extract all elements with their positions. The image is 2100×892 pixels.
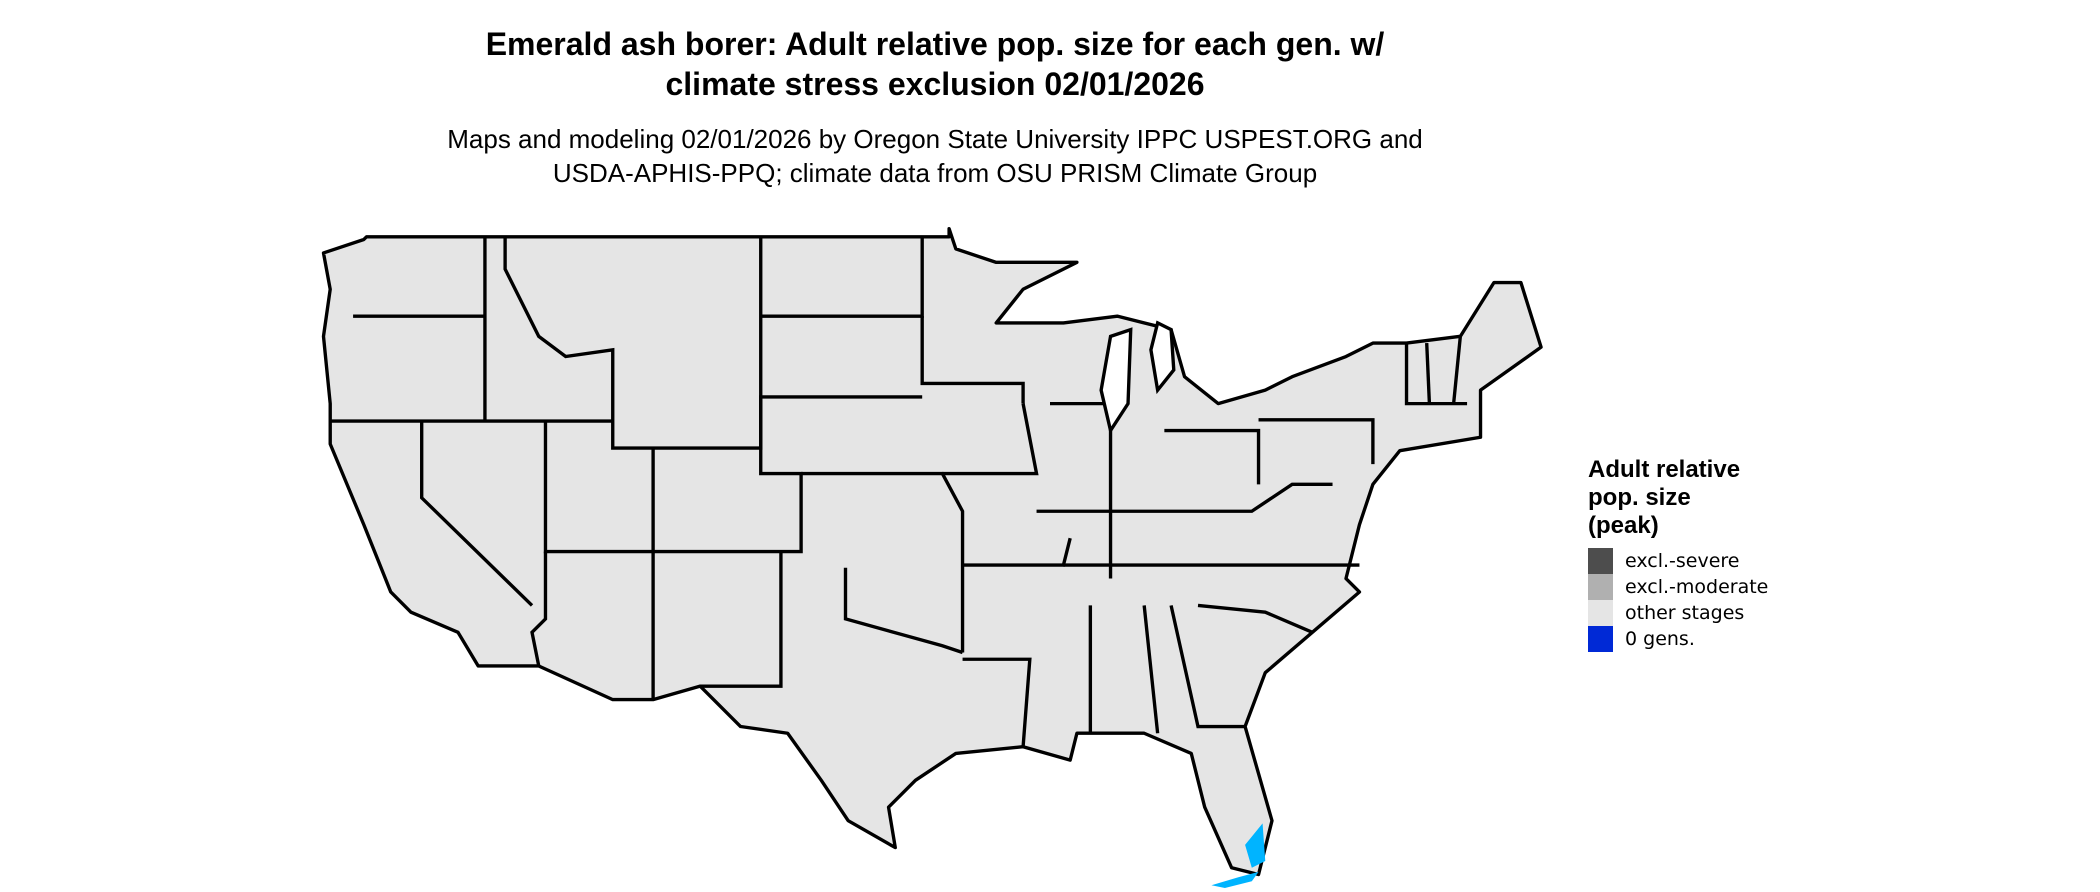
zero-gens-area-florida — [1211, 823, 1266, 888]
legend-label: excl.-severe — [1625, 550, 1740, 572]
great-lakes — [1099, 320, 1176, 435]
legend-label: other stages — [1625, 602, 1745, 624]
title-line-1: Emerald ash borer: Adult relative pop. s… — [485, 26, 1385, 62]
legend-swatch — [1588, 548, 1613, 574]
legend-swatch — [1588, 626, 1613, 652]
legend-item-0-gens: 0 gens. — [1588, 626, 1768, 652]
legend-item-excl-moderate: excl.-moderate — [1588, 574, 1768, 600]
subtitle-line-2: USDA-APHIS-PPQ; climate data from OSU PR… — [552, 158, 1318, 188]
us-outline — [321, 227, 1543, 877]
legend-label: excl.-moderate — [1625, 576, 1769, 598]
legend-title-line-1: Adult relative — [1588, 456, 1741, 483]
legend: Adult relative pop. size (peak) excl.-se… — [1588, 456, 1768, 652]
legend-label: 0 gens. — [1625, 628, 1695, 650]
legend-item-other-stages: other stages — [1588, 600, 1768, 626]
subtitle-line-1: Maps and modeling 02/01/2026 by Oregon S… — [447, 124, 1423, 154]
legend-item-excl-severe: excl.-severe — [1588, 548, 1768, 574]
legend-swatch — [1588, 574, 1613, 600]
legend-swatch — [1588, 600, 1613, 626]
legend-title-line-3: (peak) — [1588, 512, 1659, 539]
title-line-2: climate stress exclusion 02/01/2026 — [665, 66, 1205, 102]
legend-title-line-2: pop. size — [1588, 484, 1691, 511]
map-subtitle: Maps and modeling 02/01/2026 by Oregon S… — [0, 122, 1870, 190]
legend-title: Adult relative pop. size (peak) — [1588, 456, 1768, 540]
map-title: Emerald ash borer: Adult relative pop. s… — [0, 24, 1870, 104]
